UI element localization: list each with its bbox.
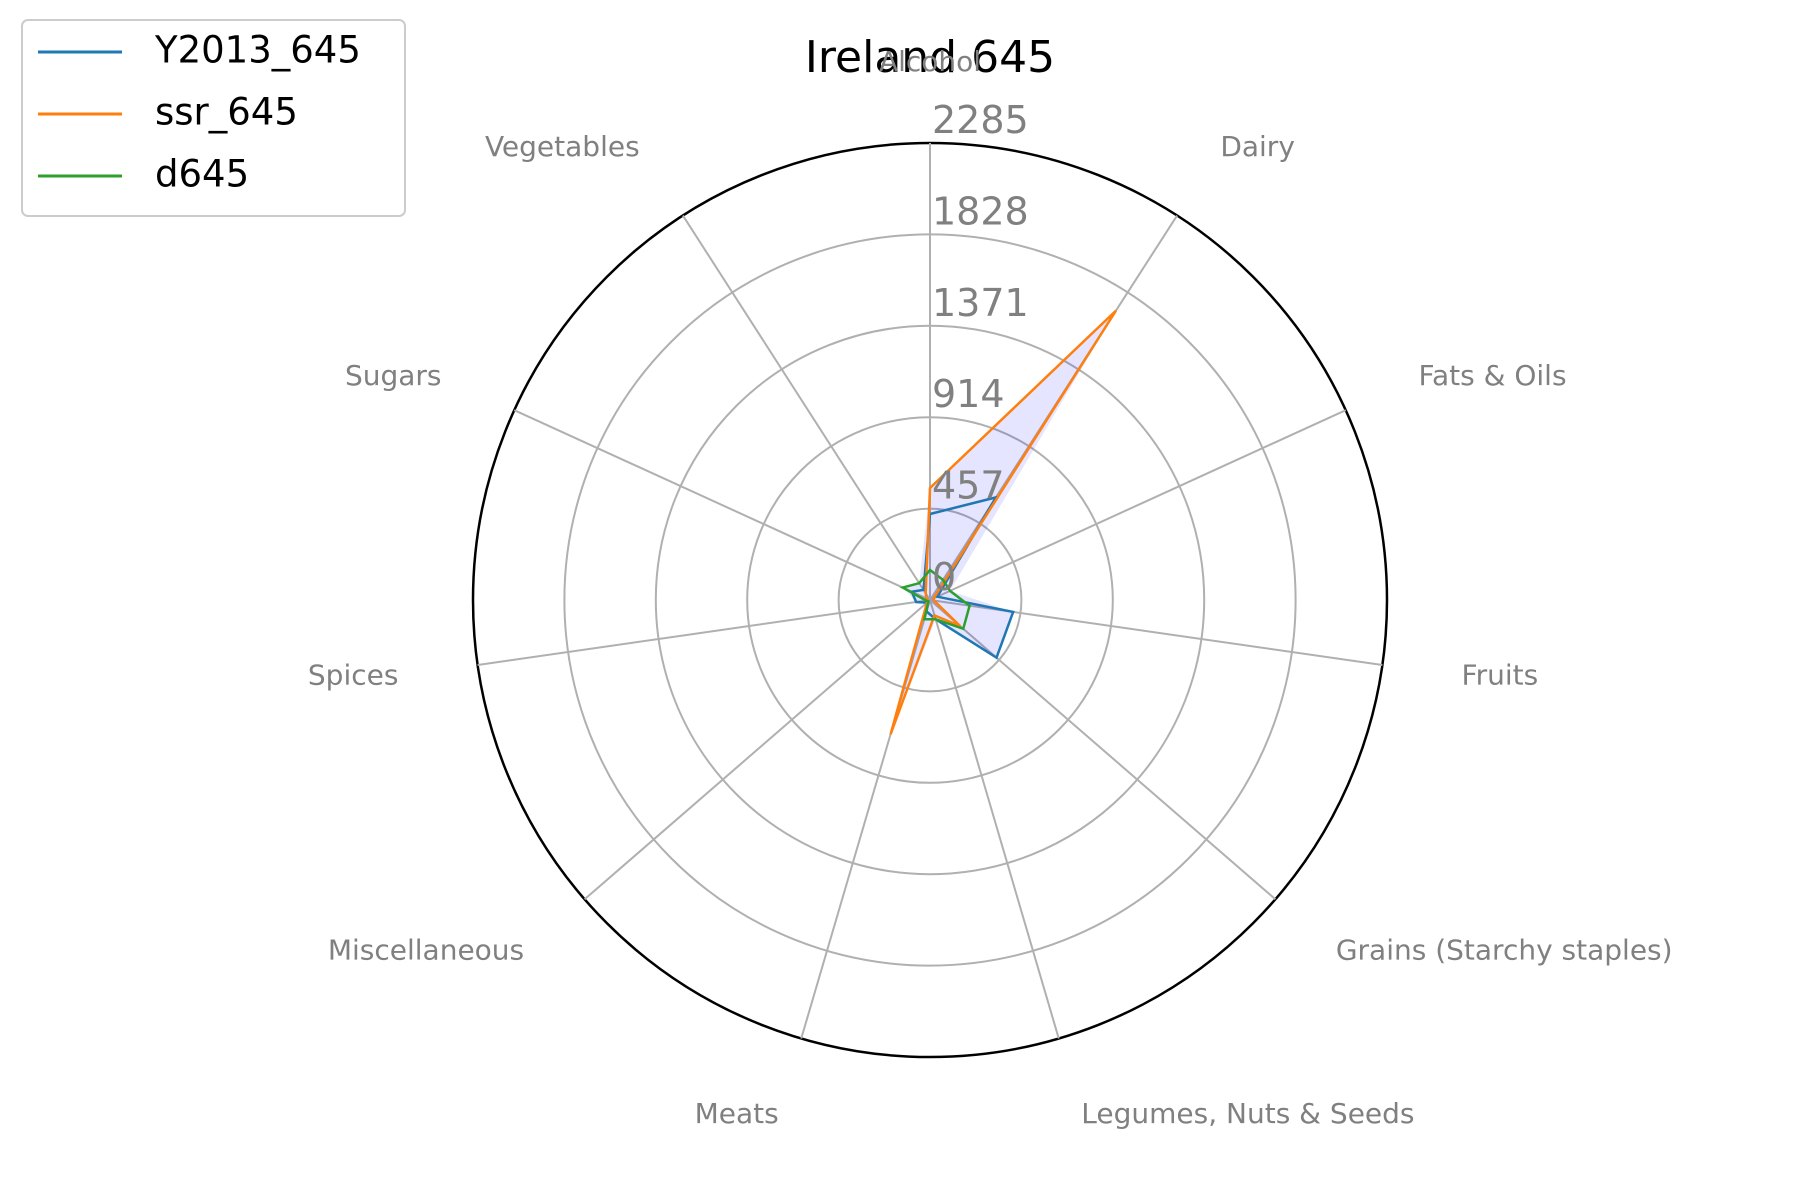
- category-label-fruits: Fruits: [1462, 658, 1539, 691]
- grid-spoke: [929, 599, 1277, 901]
- grid-spoke: [477, 599, 931, 667]
- category-label-sugars: Sugars: [345, 359, 442, 392]
- legend-label: ssr_645: [155, 91, 298, 134]
- series-line-d645: [899, 568, 972, 631]
- radial-tick-labels: 0 457 914 1371 1828 2285: [932, 98, 1029, 599]
- series-lines: [889, 309, 1118, 735]
- grid-spoke: [682, 215, 931, 601]
- series-line-ssr-645: [889, 309, 1118, 735]
- grid-spoke: [929, 409, 1347, 601]
- legend-label: d645: [155, 153, 249, 196]
- series-fill-area: [890, 310, 1116, 735]
- radial-tick-label: 2285: [932, 98, 1029, 142]
- legend-box: [21, 19, 406, 217]
- category-label-vegetables: Vegetables: [485, 130, 640, 163]
- series-fill: [890, 310, 1116, 735]
- radial-tick-label: 914: [932, 372, 1005, 416]
- category-label-legumes-nuts-seeds: Legumes, Nuts & Seeds: [1081, 1097, 1414, 1130]
- category-label-alcohol: Alcohol: [879, 45, 981, 78]
- radial-tick-label: 1371: [932, 281, 1029, 325]
- chart-title: Ireland 645: [805, 32, 1055, 83]
- category-label-spices: Spices: [308, 658, 399, 691]
- radial-tick-label: 457: [932, 464, 1005, 508]
- category-label-dairy: Dairy: [1220, 130, 1295, 163]
- radial-tick-label: 1828: [932, 189, 1029, 233]
- legend-label: Y2013_645: [154, 29, 361, 72]
- category-labels: Alcohol Dairy Fats & Oils Fruits Grains (Sta…: [308, 45, 1673, 1130]
- grid-spoke: [583, 599, 931, 901]
- grid-spoke: [513, 409, 931, 601]
- category-label-grains-starchy-staples: Grains (Starchy staples): [1336, 934, 1673, 967]
- category-label-fats-oils: Fats & Oils: [1418, 359, 1566, 392]
- radial-tick-label: 0: [932, 555, 956, 599]
- grid-spoke: [929, 599, 1060, 1039]
- category-label-miscellaneous: Miscellaneous: [328, 934, 524, 967]
- category-label-meats: Meats: [695, 1097, 779, 1130]
- series-line-y2013-645: [910, 495, 1015, 660]
- legend: Y2013_645 ssr_645 d645: [21, 19, 406, 217]
